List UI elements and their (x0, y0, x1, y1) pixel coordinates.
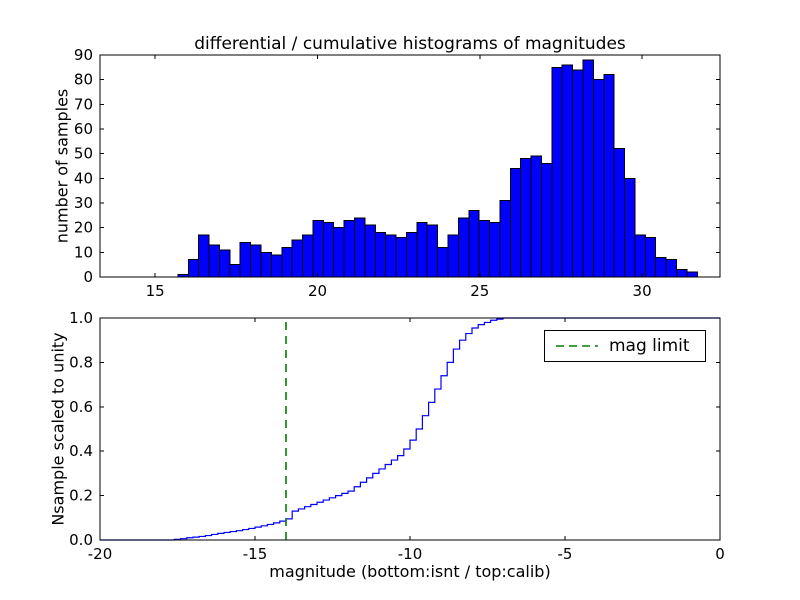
histogram-bar (343, 219, 355, 278)
x-tick-label: 25 (470, 282, 489, 300)
y-tick-label: 0.8 (69, 353, 93, 371)
histogram-bar (447, 234, 459, 278)
histogram-bar (250, 244, 262, 278)
histogram-bar (624, 177, 636, 278)
histogram-bar (333, 227, 345, 278)
histogram-bar (592, 79, 605, 278)
bottom-xlabel: magnitude (bottom:isnt / top:calib) (269, 562, 551, 581)
histogram-bar (260, 251, 272, 278)
y-tick-label: 10 (74, 243, 93, 261)
y-tick-label: 0.2 (69, 487, 93, 505)
legend-dashed-line-icon (556, 345, 598, 347)
histogram-bar (478, 219, 491, 278)
axes-frame (99, 317, 721, 541)
x-tick-label: -5 (558, 545, 573, 563)
histogram-bar (530, 155, 542, 278)
x-tick-label: 30 (633, 282, 652, 300)
histogram-bar (374, 232, 387, 278)
x-tick-label: -15 (243, 545, 268, 563)
y-tick-label: 1.0 (69, 309, 93, 327)
legend-label: mag limit (609, 336, 690, 356)
y-tick-label: 40 (74, 169, 93, 187)
histogram-bar (509, 167, 522, 278)
histogram-bar (499, 200, 511, 278)
histogram-bar (686, 271, 698, 278)
histogram-bar (302, 234, 314, 278)
histogram-bar (437, 246, 449, 278)
histogram-bar (603, 74, 615, 278)
histogram-bar (198, 234, 210, 278)
histogram-bar (468, 209, 480, 278)
x-tick-label: 15 (146, 282, 165, 300)
x-tick-label: -20 (88, 545, 113, 563)
histogram-bar (322, 222, 335, 278)
x-tick-label: -10 (398, 545, 423, 563)
histogram-bar (218, 249, 231, 278)
bottom-ylabel: Nsample scaled to unity (48, 332, 68, 526)
histogram-bars (177, 59, 698, 278)
y-tick-label: 0.6 (69, 398, 93, 416)
histogram-bar (364, 224, 376, 278)
histogram-bar (655, 256, 667, 278)
histogram-bar (582, 59, 594, 278)
histogram-bar (634, 234, 646, 278)
y-tick-label: 30 (74, 194, 93, 212)
histogram-bar (395, 237, 407, 278)
histogram-bar (187, 259, 200, 278)
chart-title: differential / cumulative histograms of … (194, 34, 626, 54)
histogram-bar (353, 217, 366, 278)
cumulative-step-line (100, 317, 720, 541)
x-tick-label: 20 (308, 282, 327, 300)
top-axes: 15 20 25 30 0 10 20 30 40 50 60 70 80 90 (74, 46, 721, 300)
y-tick-label: 80 (74, 71, 93, 89)
histogram-bar (405, 232, 418, 278)
y-tick-label: 90 (74, 46, 93, 64)
histogram-bar (281, 246, 293, 278)
histogram-bar (613, 148, 626, 278)
y-tick-label: 50 (74, 145, 93, 163)
bottom-axes: -20 -15 -10 -5 0 0.0 0.2 0.4 0.6 0.8 1.0 (69, 309, 725, 563)
histogram-bar (416, 222, 428, 278)
legend: mag limit (544, 330, 706, 362)
histogram-bar (312, 219, 324, 278)
histogram-bar (270, 254, 283, 278)
histogram-bar (572, 69, 584, 278)
histogram-bar (229, 264, 241, 278)
y-tick-label: 70 (74, 95, 93, 113)
histogram-bar (457, 217, 470, 278)
histogram-bar (665, 259, 678, 278)
histogram-bar (208, 244, 220, 278)
histogram-bar (520, 158, 532, 278)
y-tick-label: 60 (74, 120, 93, 138)
top-ylabel: number of samples (52, 88, 72, 244)
histogram-bar (644, 237, 657, 278)
y-tick-label: 20 (74, 219, 93, 237)
y-tick-label: 0 (83, 268, 93, 286)
histogram-bar (291, 239, 304, 278)
histogram-bar (561, 64, 574, 278)
histogram-bar (385, 234, 397, 278)
histogram-bar (676, 269, 688, 278)
histogram-bar (551, 66, 563, 278)
axes-frame (99, 54, 721, 278)
histogram-bar (239, 241, 252, 278)
histogram-bar (426, 224, 439, 278)
histogram-bar (489, 222, 501, 278)
histogram-bar (540, 163, 553, 278)
y-tick-label: 0.0 (69, 531, 93, 549)
x-tick-label: 0 (715, 545, 725, 563)
y-tick-label: 0.4 (69, 442, 93, 460)
